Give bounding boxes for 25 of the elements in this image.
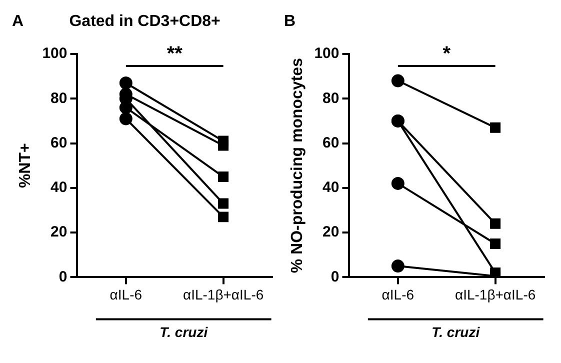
y-tick-label: 0 — [58, 268, 68, 286]
text: T. cruzi — [432, 324, 481, 340]
x-tick-label: αIL-6 — [382, 286, 414, 302]
y-tick-label: 60 — [322, 134, 340, 152]
y-tick-label: 20 — [322, 224, 340, 241]
y-tick-label: 100 — [42, 45, 68, 62]
chart-title: Gated in CD3+CD8+ — [69, 13, 220, 30]
x-tick-label: αIL-1β+αIL-6 — [182, 286, 264, 302]
y-tick-label: 80 — [50, 90, 68, 107]
y-tick-label: 40 — [50, 179, 68, 196]
text: T. cruzi — [160, 324, 209, 340]
y-tick-label: 0 — [330, 268, 340, 286]
y-tick-label: 60 — [50, 134, 68, 152]
y-tick-label: 40 — [322, 179, 340, 196]
y-axis-title: % NO-producing monocytes — [289, 58, 306, 274]
annotation: * — [442, 43, 451, 65]
y-tick-label: 80 — [322, 90, 340, 107]
text: B — [284, 13, 296, 30]
annotation: ** — [166, 43, 183, 65]
y-axis-title: %NT+ — [17, 143, 34, 188]
y-tick-label: 100 — [314, 45, 340, 62]
x-tick-label: αIL-6 — [110, 286, 142, 302]
x-tick-label: αIL-1β+αIL-6 — [454, 286, 536, 302]
text: A — [12, 13, 24, 30]
y-tick-label: 20 — [50, 224, 68, 241]
